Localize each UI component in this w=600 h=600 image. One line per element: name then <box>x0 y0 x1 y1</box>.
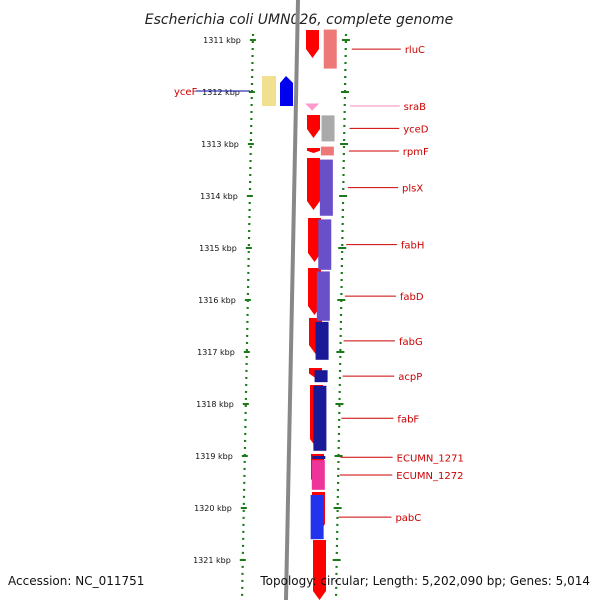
forward-gene-arrow <box>307 115 320 138</box>
gene-label-left: yceF <box>174 87 198 98</box>
genome-backbone <box>284 0 300 600</box>
kbp-tick-label: 1316 kbp <box>198 296 236 305</box>
accession-text: Accession: NC_011751 <box>8 574 145 588</box>
gene-label: fabG <box>399 337 423 348</box>
forward-gene-arrow <box>307 158 320 210</box>
left-gene-track <box>262 76 293 106</box>
kbp-tick-label: 1315 kbp <box>199 244 237 253</box>
gene-label: yceD <box>403 124 429 135</box>
kbp-scale: 1311 kbp 1312 kbp 1313 kbp 1314 kbp 1315 kbp… <box>193 33 350 600</box>
gene-label: fabD <box>400 292 424 303</box>
forward-gene-arrow <box>306 30 319 58</box>
gene-block-fabg <box>315 321 329 360</box>
gene-block-yceF <box>262 76 276 106</box>
kbp-tick-label: 1313 kbp <box>201 140 239 149</box>
gene-label: fabH <box>401 241 425 252</box>
gene-label: acpP <box>398 372 422 383</box>
gene-arrow-icon <box>280 76 293 106</box>
backbone-line <box>284 0 300 600</box>
gene-block-acpp <box>314 370 328 383</box>
kbp-tick-label: 1320 kbp <box>194 504 232 513</box>
gene-label: pabC <box>395 513 421 524</box>
forward-gene-arrow <box>308 218 321 262</box>
gene-label: rluC <box>405 45 425 56</box>
kbp-tick-label: 1321 kbp <box>193 556 231 565</box>
gene-block-ecumn_1272 <box>311 460 325 490</box>
gene-block-plsx <box>319 159 333 216</box>
genome-summary-text: Topology: circular; Length: 5,202,090 bp… <box>260 574 590 588</box>
gene-block-yced <box>321 115 335 142</box>
gene-label: ECUMN_1272 <box>396 471 463 482</box>
gene-block-ecumn_1271 <box>312 456 326 459</box>
gene-label: plsX <box>402 184 423 195</box>
gene-labels: rluC sraB yceD rpmF plsX fabH fabD fabG acpP fabF… <box>174 45 464 524</box>
kbp-tick-label: 1311 kbp <box>203 36 241 45</box>
kbp-tick-label: 1317 kbp <box>197 348 235 357</box>
gene-label: sraB <box>404 102 426 113</box>
forward-gene-arrow <box>307 148 320 153</box>
kbp-tick-label: 1312 kbp <box>202 88 240 97</box>
kbp-tick-label: 1318 kbp <box>196 400 234 409</box>
gene-label: rpmF <box>403 147 429 158</box>
gene-block-fabf <box>313 385 327 451</box>
forward-gene-arrow <box>313 540 326 600</box>
gene-label: ECUMN_1271 <box>397 453 464 464</box>
kbp-tick-label: 1319 kbp <box>195 452 233 461</box>
left-dotted-guide <box>240 33 255 600</box>
gene-block-rpmf <box>320 146 334 156</box>
gene-label: fabF <box>397 414 419 425</box>
right-gene-track <box>305 29 337 540</box>
gene-block-fabd <box>316 271 330 321</box>
gene-block-pabc <box>310 495 324 540</box>
kbp-tick-label: 1314 kbp <box>200 192 238 201</box>
gene-block-rluc <box>323 29 337 69</box>
rna-gene-arrow <box>305 103 320 111</box>
gene-block-fabh <box>318 219 332 270</box>
